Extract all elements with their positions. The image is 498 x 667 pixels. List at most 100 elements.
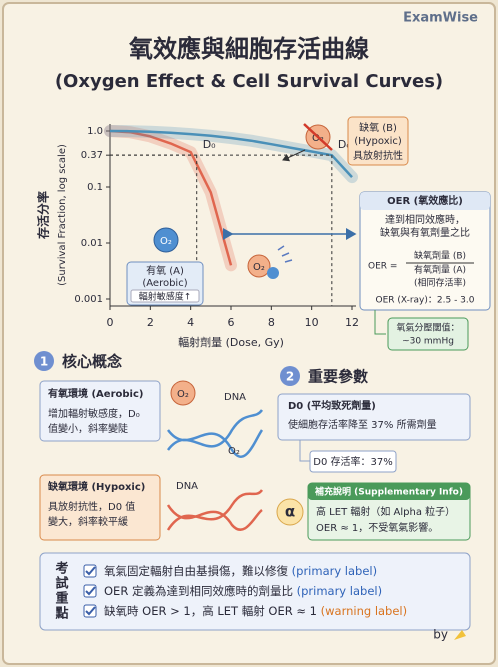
- exam-tag: (warning label): [321, 604, 408, 618]
- exam-text: 氧氣固定輻射自由基損傷，難以修復: [104, 564, 292, 578]
- cross: [303, 123, 333, 151]
- x-tick-label: 8: [268, 316, 275, 329]
- o2-icon: [153, 227, 179, 253]
- exam-item: 氧氣固定輻射自由基損傷，難以修復 (primary label): [104, 564, 377, 578]
- x-label: 輻射劑量 (Dose, Gy): [178, 335, 284, 349]
- dna-label: DNA: [224, 392, 246, 403]
- curve: [109, 129, 353, 178]
- card: [277, 393, 471, 441]
- card-line: 值變小，斜率變陡: [48, 422, 128, 435]
- y-tick-label: 0.001: [74, 294, 103, 305]
- d0-rate-box: [309, 450, 397, 473]
- y-tick-label: 0.01: [81, 238, 103, 249]
- supp-line: OER ≈ 1，不受氧氣影響。: [316, 521, 438, 534]
- radical-dot: [267, 267, 279, 279]
- x-tick-label: 4: [187, 316, 194, 329]
- oer-den: 有氧劑量 (A): [414, 264, 466, 276]
- aerobic-note-box: [130, 289, 200, 303]
- oer-xray: OER (X-ray)：2.5 - 3.0: [375, 296, 474, 306]
- x-tick-label: 0: [107, 316, 114, 329]
- chart: 存活分率 (Survival Fraction, log scale) 輻射劑量…: [36, 124, 359, 349]
- d0-rate: D0 存活率：37%: [313, 455, 392, 468]
- oer-head: [360, 192, 490, 210]
- dna-label: DNA: [176, 481, 198, 492]
- x-tick-label: 6: [228, 316, 235, 329]
- aerobic-name: 有氧 (A): [146, 264, 184, 277]
- radical-icon: [247, 254, 271, 278]
- card: [39, 380, 161, 442]
- badge-num: 1: [40, 355, 48, 369]
- alpha: α: [285, 503, 295, 521]
- supp-head-bg: [308, 483, 470, 500]
- aerobic-sub: (Aerobic): [142, 278, 187, 289]
- exam-item: OER 定義為達到相同效應時的劑量比 (primary label): [104, 584, 382, 598]
- radical-label: O₂: [253, 262, 265, 273]
- alpha-icon: [276, 498, 304, 526]
- hypoxic-box: [347, 116, 409, 166]
- rays: [277, 245, 293, 263]
- oer-num: 缺氧劑量 (B): [414, 250, 466, 262]
- y-tick-label: 0.37: [81, 150, 103, 161]
- x-tick-label: 10: [305, 316, 319, 329]
- y-tick-label: 0.1: [87, 182, 103, 193]
- oer-den-sub: (相同存活率): [414, 277, 466, 289]
- hypoxic-name: 缺氧 (B): [359, 121, 397, 134]
- connector: [299, 440, 310, 462]
- oer-title: OER (氧效應比): [387, 194, 463, 207]
- title: 氧效應與細胞存活曲線: [129, 35, 369, 63]
- exam-title: 考試重點: [53, 560, 69, 621]
- card-line: 具放射抗性，D0 值: [48, 500, 135, 513]
- footer: by: [433, 628, 448, 642]
- o2-label: O₂: [177, 389, 189, 400]
- brand: ExamWise: [403, 11, 478, 26]
- card-line: 變大，斜率較平緩: [48, 515, 128, 528]
- supp-head: 補充說明 (Supplementary Info): [314, 486, 463, 498]
- exam-tag: (primary label): [292, 564, 377, 578]
- arrow: [282, 149, 306, 162]
- oer-line: 達到相同效應時，: [385, 213, 465, 226]
- card-head: 缺氧環境 (Hypoxic): [47, 480, 145, 493]
- y-tick-label: 1.0: [87, 126, 103, 137]
- aerobic-note: 輻射敏感度↑: [139, 291, 192, 303]
- badge: [280, 366, 300, 386]
- subtitle: (Oxygen Effect & Cell Survival Curves): [55, 71, 443, 92]
- oer-eq: OER =: [368, 262, 397, 272]
- section-title: 核心概念: [62, 353, 122, 371]
- exam-text: 缺氧時 OER > 1，高 LET 輻射 OER ≈ 1: [104, 604, 321, 618]
- o2-icon: [170, 380, 196, 406]
- logo: [454, 630, 466, 640]
- supp-line: 高 LET 輻射（如 Alpha 粒子）: [316, 505, 455, 518]
- oer-line: 缺氧與有氧劑量之比: [380, 226, 470, 239]
- hypoxic-note: 具放射抗性: [353, 149, 403, 162]
- check: [85, 586, 96, 596]
- x-tick-label: 12: [345, 316, 359, 329]
- card: [39, 474, 161, 541]
- x-tick-label: 2: [147, 316, 154, 329]
- card-line: 使細胞存活率降至 37% 所需劑量: [288, 418, 437, 431]
- section-title: 重要參數: [308, 368, 368, 386]
- check: [85, 566, 96, 576]
- threshold: 氧氣分壓閾值：: [396, 322, 459, 334]
- exam-item: 缺氧時 OER > 1，高 LET 輻射 OER ≈ 1 (warning la…: [104, 604, 407, 618]
- hypoxic-sub: (Hypoxic): [354, 136, 402, 147]
- connector: [374, 310, 386, 335]
- card-line: 增加輻射敏感度，D₀: [48, 407, 140, 420]
- badge-num: 2: [286, 370, 294, 384]
- y-label: 存活分率: [36, 191, 51, 240]
- dna-helix: [166, 409, 264, 458]
- exam-text: OER 定義為達到相同效應時的劑量比: [104, 584, 297, 598]
- y-label-sub: (Survival Fraction, log scale): [57, 144, 68, 286]
- badge: [34, 351, 54, 371]
- threshold-box: [387, 317, 469, 351]
- o2-icon-label: O₂: [160, 236, 172, 247]
- threshold: ~30 mmHg: [402, 337, 454, 347]
- exam-list: 氧氣固定輻射自由基損傷，難以修復 (primary label)OER 定義為達…: [83, 564, 407, 618]
- exam-tag: (primary label): [297, 584, 382, 598]
- o2-bound: O₂: [228, 446, 240, 457]
- card-head: D0 (平均致死劑量): [288, 399, 376, 412]
- exam-box: [39, 552, 471, 631]
- card-head: 有氧環境 (Aerobic): [48, 387, 143, 400]
- d0-label: D₀: [203, 138, 216, 151]
- dna-helix: [166, 489, 264, 531]
